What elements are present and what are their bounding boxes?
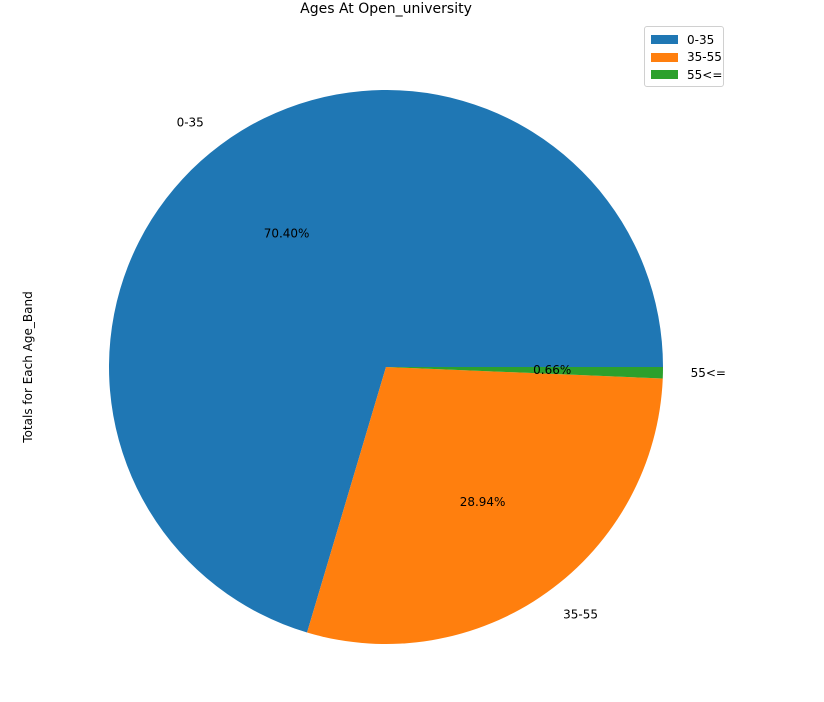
pct-label-35-55: 28.94% bbox=[460, 495, 506, 509]
legend-label-0-35: 0-35 bbox=[687, 32, 715, 47]
pie-slice-35-55 bbox=[307, 367, 663, 644]
slice-label-55-plus: 55<= bbox=[691, 366, 726, 380]
legend-label-35-55: 35-55 bbox=[687, 50, 722, 65]
legend-item-0-35: 0-35 bbox=[651, 31, 723, 49]
slice-label-0-35: 0-35 bbox=[177, 115, 204, 129]
pct-label-0-35: 70.40% bbox=[264, 226, 310, 240]
legend-label-55-plus: 55<= bbox=[687, 67, 723, 82]
pie-slice-0-35 bbox=[108, 89, 663, 633]
legend-item-55-plus: 55<= bbox=[651, 66, 723, 84]
legend: 0-35 35-55 55<= bbox=[644, 26, 724, 87]
legend-swatch-0-35 bbox=[651, 35, 678, 45]
pie-slice-55-plus bbox=[386, 367, 663, 379]
chart-title: Ages At Open_university bbox=[300, 1, 472, 17]
legend-swatch-55-plus bbox=[651, 70, 678, 80]
legend-swatch-35-55 bbox=[651, 52, 678, 62]
pct-label-55-plus: 0.66% bbox=[533, 363, 571, 377]
legend-item-35-55: 35-55 bbox=[651, 49, 723, 67]
slice-label-35-55: 35-55 bbox=[563, 608, 598, 622]
